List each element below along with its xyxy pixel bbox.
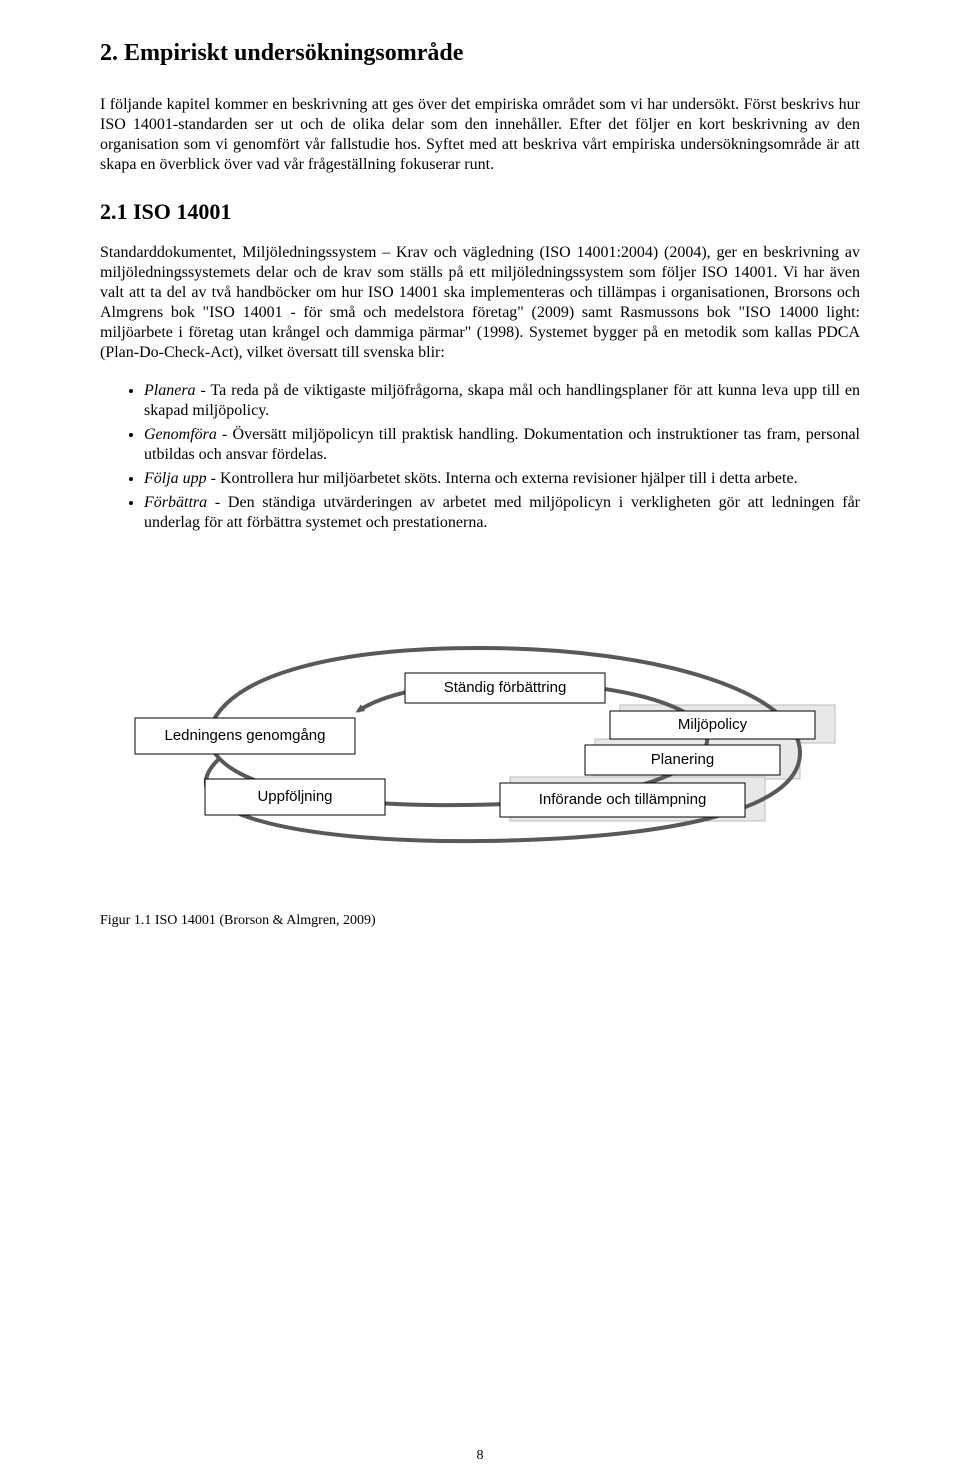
diagram-box-inforande: Införande och tillämpning <box>500 783 745 817</box>
bullet-lead: Planera <box>144 382 196 399</box>
list-item: Genomföra - Översätt miljöpolicyn till p… <box>144 425 860 465</box>
bullet-lead: Följa upp <box>144 470 207 487</box>
diagram-box-ledning: Ledningens genomgång <box>135 718 355 754</box>
bullet-rest: - Ta reda på de viktigaste miljöfrågorna… <box>144 382 860 419</box>
pdca-list: Planera - Ta reda på de viktigaste miljö… <box>100 381 860 533</box>
diagram-box-planering: Planering <box>585 745 780 775</box>
bullet-rest: - Översätt miljöpolicyn till praktisk ha… <box>144 426 860 463</box>
bullet-rest: - Kontrollera hur miljöarbetet sköts. In… <box>207 470 798 487</box>
svg-text:Införande och tillämpning: Införande och tillämpning <box>539 791 707 808</box>
bullet-lead: Genomföra <box>144 426 217 443</box>
subsection-heading: 2.1 ISO 14001 <box>100 199 860 225</box>
page: 2. Empiriskt undersökningsområde I följa… <box>0 0 960 1484</box>
list-item: Följa upp - Kontrollera hur miljöarbetet… <box>144 469 860 489</box>
svg-text:Planering: Planering <box>651 751 714 768</box>
diagram-box-uppf: Uppföljning <box>205 779 385 815</box>
paragraph-2: Standarddokumentet, Miljöledningssystem … <box>100 243 860 363</box>
bullet-rest: - Den ständiga utvärderingen av arbetet … <box>144 494 860 531</box>
svg-text:Ledningens genomgång: Ledningens genomgång <box>165 727 326 744</box>
page-number: 8 <box>477 1448 484 1464</box>
list-item: Förbättra - Den ständiga utvärderingen a… <box>144 493 860 533</box>
svg-text:Miljöpolicy: Miljöpolicy <box>678 716 748 733</box>
list-item: Planera - Ta reda på de viktigaste miljö… <box>144 381 860 421</box>
svg-text:Uppföljning: Uppföljning <box>257 788 332 805</box>
diagram-box-miljop: Miljöpolicy <box>610 711 815 739</box>
diagram-box-standig: Ständig förbättring <box>405 673 605 703</box>
pdca-diagram: Ständig förbättring Ledningens genomgång M… <box>100 583 860 883</box>
bullet-lead: Förbättra <box>144 494 207 511</box>
section-heading: 2. Empiriskt undersökningsområde <box>100 40 860 67</box>
intro-paragraph: I följande kapitel kommer en beskrivning… <box>100 95 860 175</box>
pdca-diagram-svg: Ständig förbättring Ledningens genomgång M… <box>100 583 860 883</box>
figure-caption: Figur 1.1 ISO 14001 (Brorson & Almgren, … <box>100 913 860 929</box>
svg-text:Ständig förbättring: Ständig förbättring <box>444 679 567 696</box>
